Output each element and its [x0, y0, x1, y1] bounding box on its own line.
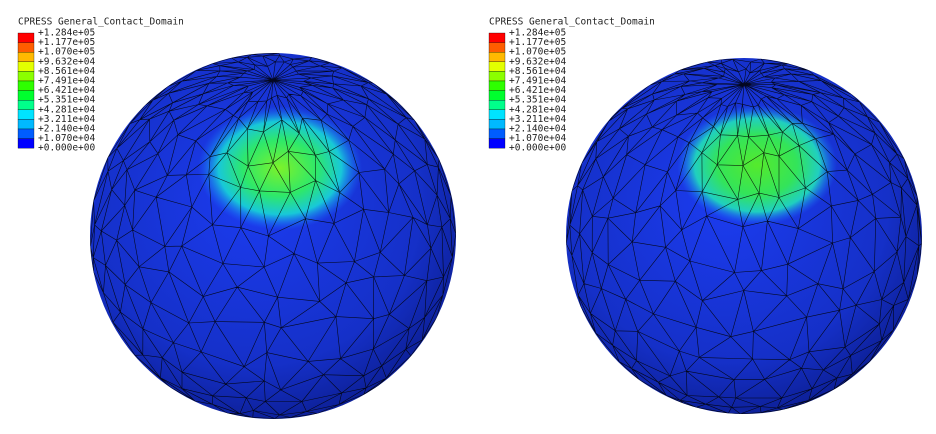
mesh-edges [566, 58, 922, 414]
legend-label: +0.000e+00 [38, 143, 95, 154]
legend-swatch [17, 109, 35, 120]
legend-label: +6.421e+04 [509, 85, 566, 96]
mesh-edges [90, 53, 456, 419]
legend-swatch [488, 138, 506, 149]
legend-label: +3.211e+04 [38, 114, 95, 125]
legend-swatch [488, 52, 506, 62]
legends: CPRESS General_Contact_Domain+1.284e+05+… [17, 17, 655, 154]
legend-label: +1.284e+05 [38, 28, 95, 39]
legend-label: +2.140e+04 [509, 124, 566, 135]
legend-label: +9.632e+04 [509, 56, 566, 67]
contact-patch [198, 106, 362, 230]
legend-label: +7.491e+04 [38, 76, 95, 87]
legend-swatch [488, 80, 506, 91]
legend-swatch [17, 32, 35, 43]
legend-title: CPRESS General_Contact_Domain [18, 17, 184, 28]
legend-label: +1.070e+04 [509, 133, 566, 144]
legend-label: +3.211e+04 [509, 114, 566, 125]
legend-swatch [17, 42, 35, 53]
legend-swatch [488, 128, 506, 139]
legend-swatch [17, 128, 35, 139]
legend-swatch [488, 32, 506, 43]
legend-swatch [488, 109, 506, 120]
sphere-right [566, 58, 922, 414]
legend-swatch [488, 119, 506, 130]
mesh [90, 53, 456, 419]
legend-label: +1.070e+05 [509, 47, 566, 58]
legend-swatch [17, 71, 35, 82]
legend-swatch [17, 80, 35, 91]
legend-swatch [488, 100, 506, 110]
legend-label: +5.351e+04 [509, 95, 566, 106]
legend-label: +6.421e+04 [38, 85, 95, 96]
mesh [566, 58, 922, 414]
legend-label: +1.177e+05 [509, 37, 566, 48]
legend-label: +1.284e+05 [509, 28, 566, 39]
legend-swatch [17, 138, 35, 149]
legend-swatch [17, 119, 35, 130]
legend-swatch [488, 61, 506, 72]
legend-label: +1.177e+05 [38, 37, 95, 48]
legend-swatch [488, 42, 506, 53]
legend-label: +5.351e+04 [38, 95, 95, 106]
legend-swatch [17, 52, 35, 62]
legend-label: +7.491e+04 [509, 76, 566, 87]
legend-swatch [17, 100, 35, 110]
legend-label: +0.000e+00 [509, 143, 566, 154]
sphere-left [90, 53, 456, 419]
legend-swatch [488, 71, 506, 82]
legend-label: +2.140e+04 [38, 124, 95, 135]
contact-patch [677, 105, 837, 225]
legend-label: +1.070e+05 [38, 47, 95, 58]
legend-label: +9.632e+04 [38, 56, 95, 67]
legend-title: CPRESS General_Contact_Domain [489, 17, 655, 28]
legend-label: +4.281e+04 [509, 104, 566, 115]
legend-label: +1.070e+04 [38, 133, 95, 144]
legend-label: +8.561e+04 [38, 66, 95, 77]
legend-label: +4.281e+04 [38, 104, 95, 115]
sphere [90, 53, 456, 419]
legend-label: +8.561e+04 [509, 66, 566, 77]
legend-swatch [17, 90, 35, 101]
legend-swatch [488, 90, 506, 101]
legend-swatch [17, 61, 35, 72]
